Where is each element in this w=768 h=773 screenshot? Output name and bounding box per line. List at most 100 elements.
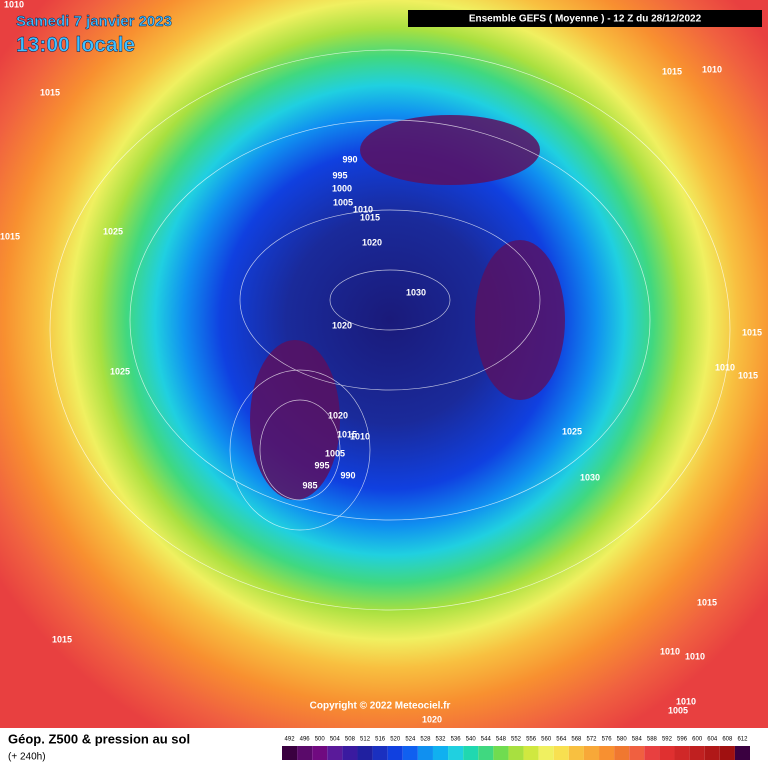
- colorbar-label: 544: [481, 737, 492, 743]
- isobar-label: 1005: [668, 705, 688, 715]
- colorbar-label: 524: [405, 737, 416, 743]
- colorbar-swatch: [448, 746, 464, 760]
- low-core: [360, 115, 540, 185]
- colorbar-label: 512: [360, 737, 371, 743]
- colorbar-label: 540: [466, 737, 477, 743]
- isobar-label: 1015: [360, 212, 380, 222]
- colorbar-swatch: [372, 746, 388, 760]
- colorbar-label: 528: [420, 737, 431, 743]
- colorbar-swatch: [553, 746, 569, 760]
- model-info: Ensemble GEFS ( Moyenne ) - 12 Z du 28/1…: [469, 14, 702, 25]
- isobar-label: 1015: [662, 66, 682, 76]
- colorbar-swatch: [493, 746, 509, 760]
- colorbar-swatch: [689, 746, 705, 760]
- colorbar-swatch: [387, 746, 403, 760]
- colorbar-swatch: [704, 746, 720, 760]
- colorbar-swatch: [402, 746, 418, 760]
- isobar-label: 1010: [353, 204, 373, 214]
- colorbar-label: 592: [662, 737, 673, 743]
- isobar-label: 1010: [676, 696, 696, 706]
- low-core: [250, 340, 340, 500]
- date: Samedi 7 janvier 2023: [16, 13, 172, 30]
- field: [0, 0, 768, 728]
- colorbar-label: 584: [632, 737, 643, 743]
- isobar-label: 1010: [350, 431, 370, 441]
- colorbar-swatch: [599, 746, 615, 760]
- isobar-label: 995: [314, 460, 329, 470]
- colorbar-swatch: [478, 746, 494, 760]
- colorbar-swatch: [734, 746, 750, 760]
- colorbar-label: 536: [451, 737, 462, 743]
- isobar-label: 1030: [406, 287, 426, 297]
- copyright: Copyright © 2022 Meteociel.fr: [310, 701, 451, 712]
- colorbar-swatch: [297, 746, 313, 760]
- isobars: [49, 49, 731, 611]
- colorbar-swatch: [629, 746, 645, 760]
- colorbar-swatch: [674, 746, 690, 760]
- colorbar-swatch: [508, 746, 524, 760]
- isobar-label: 1025: [103, 226, 123, 236]
- isobar-label: 1020: [332, 320, 352, 330]
- colorbar-label: 548: [496, 737, 507, 743]
- isobar-label: 1015: [40, 87, 60, 97]
- colorbar-label: 492: [285, 737, 296, 743]
- colorbar-label: 580: [617, 737, 628, 743]
- colorbar-label: 600: [692, 737, 703, 743]
- isobar-label: 990: [342, 154, 357, 164]
- colorbar-label: 556: [526, 737, 537, 743]
- isobar-label: 1015: [697, 597, 717, 607]
- isobar-label: 1010: [702, 64, 722, 74]
- isobar-label: 1025: [562, 426, 582, 436]
- colorbar-swatch: [342, 746, 358, 760]
- colorbar-swatch: [583, 746, 600, 760]
- colorbar-label: 520: [390, 737, 401, 743]
- isobar-label: 985: [302, 480, 317, 490]
- colorbar-swatch: [463, 746, 479, 760]
- isobar-label: 1010: [715, 362, 735, 372]
- isobar-label: 1005: [333, 197, 353, 207]
- colorbar-label: 560: [541, 737, 552, 743]
- colorbar-label: 576: [602, 737, 613, 743]
- isobar-label: 1025: [110, 366, 130, 376]
- colorbar-swatch: [432, 746, 449, 760]
- isobar-label: 1000: [332, 183, 352, 193]
- isobar-label: 1015: [738, 370, 758, 380]
- colorbar-swatch: [357, 746, 373, 760]
- colorbar-label: 552: [511, 737, 522, 743]
- isobar-label: 1010: [685, 651, 705, 661]
- colorbar-label: 596: [677, 737, 688, 743]
- isobar-label: 1030: [580, 472, 600, 482]
- colorbar-swatch: [659, 746, 675, 760]
- colorbar-swatch: [644, 746, 660, 760]
- colorbar-label: 564: [556, 737, 567, 743]
- colorbar-swatch: [417, 746, 433, 760]
- colorbar-label: 516: [375, 737, 386, 743]
- footer-title: Géop. Z500 & pression au sol: [8, 731, 190, 746]
- isobar-label: 1010: [660, 646, 680, 656]
- low-core: [475, 240, 565, 400]
- colorbar-swatch: [327, 746, 343, 760]
- colorbar-label: 500: [315, 737, 326, 743]
- isobar-label: 1015: [742, 327, 762, 337]
- isobar-label: 1005: [325, 448, 345, 458]
- colorbar-swatch: [538, 746, 554, 760]
- colorbar-swatch: [719, 746, 735, 760]
- isobar-label: 1020: [422, 714, 442, 724]
- isobar-label: 1015: [0, 231, 20, 241]
- colorbar-swatch: [282, 746, 298, 760]
- colorbar-label: 608: [722, 737, 733, 743]
- colorbar-label: 572: [586, 737, 597, 743]
- isobar-label: 1015: [337, 429, 357, 439]
- colorbar-label: 508: [345, 737, 356, 743]
- isobar-label: 995: [332, 170, 347, 180]
- colorbar-label: 588: [647, 737, 658, 743]
- colorbar-swatch: [312, 746, 328, 760]
- colorbar-label: 496: [300, 737, 311, 743]
- isobar-label: 1020: [328, 410, 348, 420]
- colorbar-label: 532: [436, 737, 447, 743]
- isobar-label: 1015: [52, 634, 72, 644]
- colorbar-label: 612: [737, 737, 748, 743]
- isobar-label: 1020: [362, 237, 382, 247]
- colorbar-swatch: [568, 746, 584, 760]
